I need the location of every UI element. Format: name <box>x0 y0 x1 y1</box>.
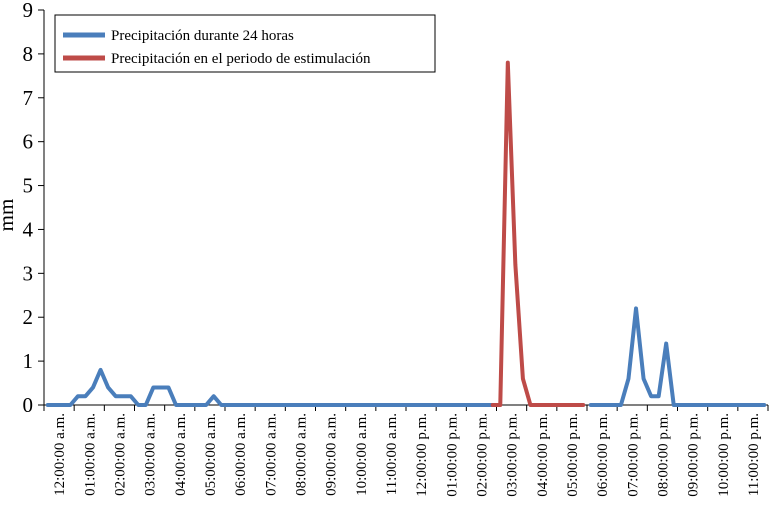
y-tick-label: 4 <box>23 217 34 241</box>
legend: Precipitación durante 24 horas Precipita… <box>54 14 436 73</box>
x-tick-label: 11:00:00 p.m. <box>746 413 762 496</box>
x-tick-label: 08:00:00 a.m. <box>293 413 309 496</box>
x-tick-label: 05:00:00 p.m. <box>565 413 581 497</box>
series-line-0 <box>45 306 767 407</box>
x-tick-label: 07:00:00 p.m. <box>625 413 641 497</box>
x-tick-label: 09:00:00 p.m. <box>686 413 702 497</box>
x-tick-label: 09:00:00 a.m. <box>324 413 340 496</box>
x-tick-label: 03:00:00 a.m. <box>143 413 159 496</box>
y-tick-label: 7 <box>23 86 34 110</box>
x-tick-label: 02:00:00 a.m. <box>112 413 128 496</box>
series-line-1 <box>490 60 586 407</box>
x-tick-label: 08:00:00 p.m. <box>655 413 671 497</box>
x-tick-label: 04:00:00 a.m. <box>173 413 189 496</box>
legend-label-stimulation: Precipitación en el periodo de estimulac… <box>111 51 371 67</box>
x-tick-label: 01:00:00 a.m. <box>82 413 98 496</box>
legend-label-24h: Precipitación durante 24 horas <box>111 28 294 44</box>
x-axis-ticks: 12:00:00 a.m. 01:00:00 a.m. 02:00:00 a.m. 0… <box>43 405 769 497</box>
y-tick-label: 2 <box>23 305 34 329</box>
x-tick-label: 04:00:00 p.m. <box>535 413 551 497</box>
y-tick-label: 0 <box>23 393 34 417</box>
x-tick-label: 10:00:00 p.m. <box>716 413 732 497</box>
y-tick-label: 6 <box>23 130 34 154</box>
x-tick-label: 06:00:00 p.m. <box>595 413 611 497</box>
x-tick-label: 07:00:00 a.m. <box>263 413 279 496</box>
x-tick-label: 05:00:00 a.m. <box>203 413 219 496</box>
y-tick-label: 9 <box>23 0 34 22</box>
x-tick-label: 06:00:00 a.m. <box>233 413 249 496</box>
y-axis-title: mm <box>0 199 18 232</box>
x-tick-label: 11:00:00 a.m. <box>384 413 400 495</box>
y-axis-ticks: 0 1 2 3 4 5 6 7 8 9 <box>23 0 44 417</box>
series-lines <box>45 60 767 407</box>
y-tick-label: 1 <box>23 349 34 373</box>
y-tick-label: 5 <box>23 174 34 198</box>
legend-box <box>54 14 436 73</box>
x-tick-label: 03:00:00 p.m. <box>505 413 521 497</box>
x-tick-label: 12:00:00 a.m. <box>52 413 68 496</box>
x-tick-label: 01:00:00 p.m. <box>444 413 460 497</box>
x-tick-label: 02:00:00 p.m. <box>474 413 490 497</box>
y-tick-label: 3 <box>23 261 34 285</box>
y-tick-label: 8 <box>23 42 34 66</box>
x-tick-label: 12:00:00 p.m. <box>414 413 430 497</box>
x-tick-label: 10:00:00 a.m. <box>354 413 370 496</box>
